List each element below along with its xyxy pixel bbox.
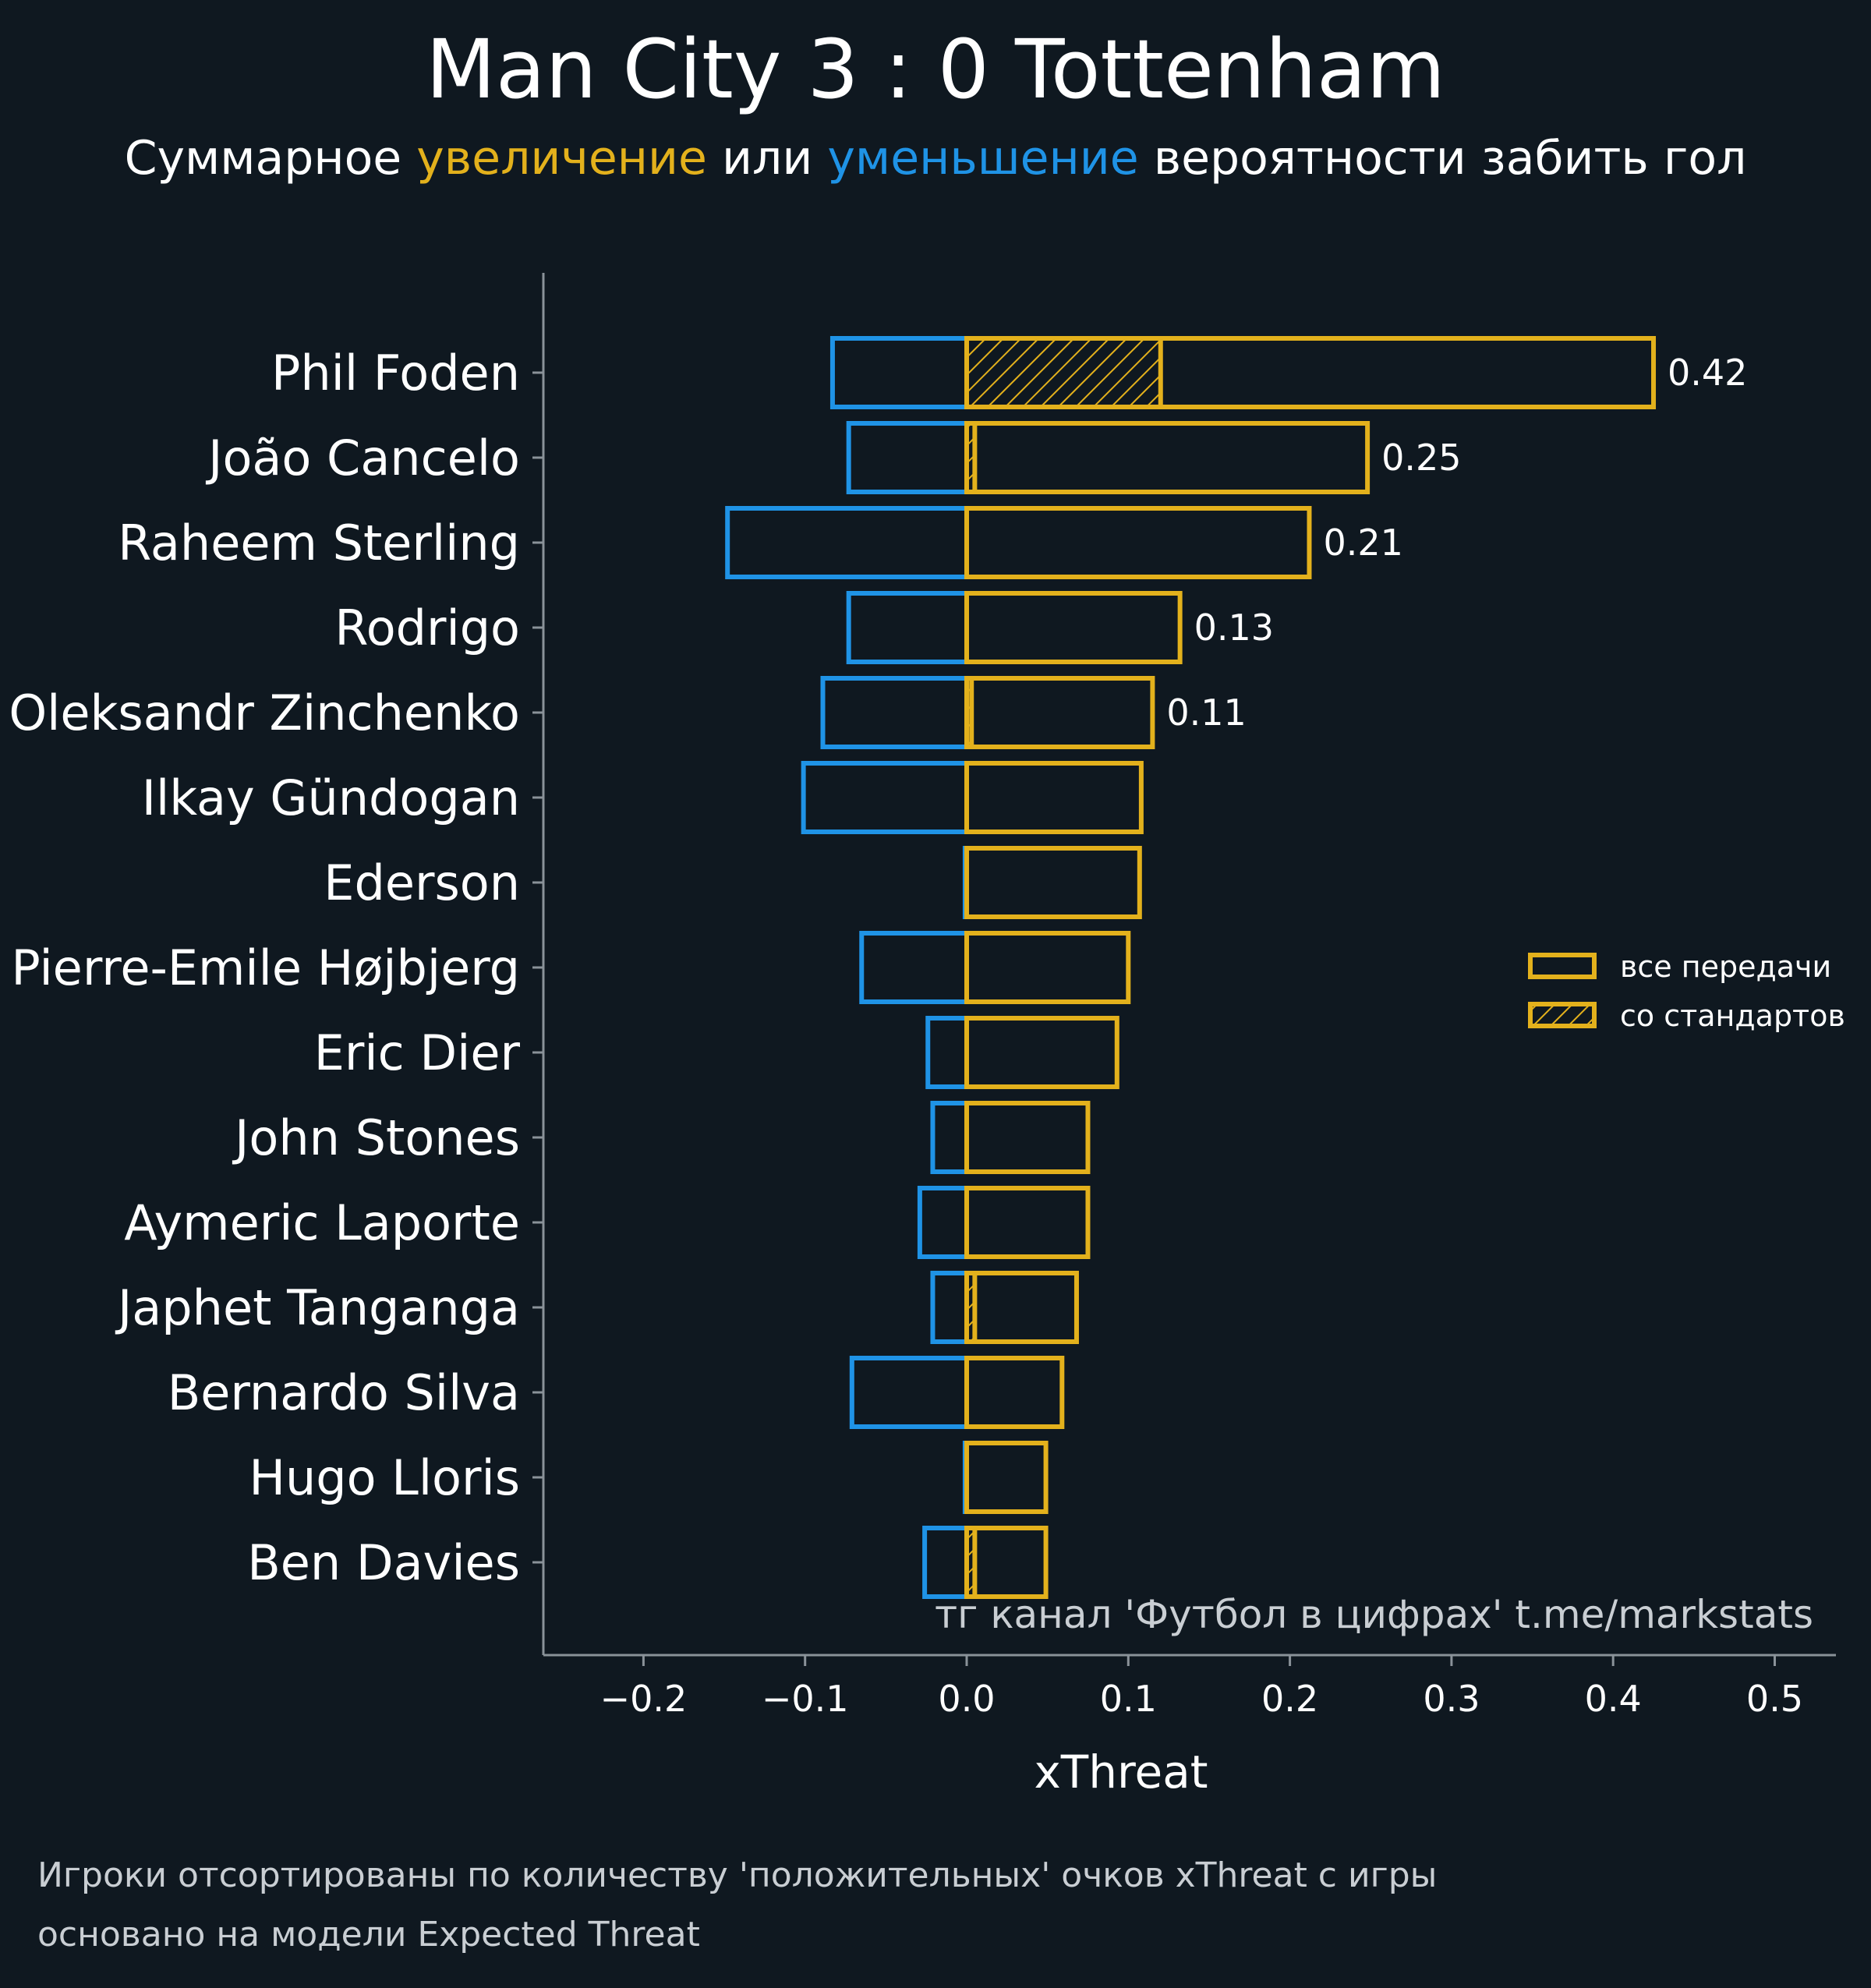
bars-layer <box>725 336 1657 1599</box>
player-label: Eric Dier <box>314 1024 521 1081</box>
bar-decrease <box>801 761 969 834</box>
legend-swatch-all-passes <box>1528 953 1597 979</box>
bar-decrease <box>846 421 970 494</box>
bar-increase <box>964 591 1183 664</box>
player-label: João Cancelo <box>205 430 520 486</box>
x-tick-labels: −0.2 −0.1 0.0 0.1 0.2 0.3 0.4 0.5 <box>600 1678 1804 1720</box>
bar-decrease <box>925 1016 970 1089</box>
bar-increase <box>964 1271 1079 1344</box>
data-labels: 0.42 0.25 0.21 0.13 0.11 <box>1166 352 1747 734</box>
bar-decrease <box>829 336 970 409</box>
bar-decrease <box>859 931 969 1004</box>
watermark: тг канал 'Футбол в цифрах' t.me/markstat… <box>935 1592 1813 1637</box>
player-label: Oleksandr Zinchenko <box>9 684 520 741</box>
legend: все передачи со стандартов <box>1528 950 1845 1033</box>
x-tick-label: 0.5 <box>1746 1678 1803 1720</box>
bar-decrease <box>922 1526 970 1599</box>
y-tick-labels: Phil Foden João Cancelo Raheem Sterling Rod… <box>9 345 520 1591</box>
player-label: Hugo Lloris <box>249 1449 520 1506</box>
player-label: Phil Foden <box>271 345 520 401</box>
x-tick-label: 0.1 <box>1100 1678 1157 1720</box>
bar-increase <box>964 1356 1065 1429</box>
data-label: 0.25 <box>1381 437 1461 479</box>
player-label: Bernardo Silva <box>168 1364 520 1421</box>
bar-decrease <box>849 1356 970 1429</box>
legend-swatch-set-pieces <box>1528 1002 1597 1028</box>
bar-increase <box>964 1526 1049 1599</box>
player-label: Pierre-Emile Højbjerg <box>11 939 520 996</box>
player-label: Rodrigo <box>334 600 520 656</box>
player-label: John Stones <box>232 1109 520 1166</box>
bar-increase <box>964 1186 1091 1259</box>
bar-decrease <box>930 1271 970 1344</box>
bar-decrease <box>725 506 969 579</box>
bar-increase <box>964 421 1371 494</box>
player-label: Raheem Sterling <box>118 515 520 571</box>
chart-subtitle: Суммарное увеличение или уменьшение веро… <box>0 131 1871 186</box>
x-tick-label: 0.2 <box>1261 1678 1318 1720</box>
x-tick-label: 0.0 <box>938 1678 995 1720</box>
player-label: Ilkay Gündogan <box>142 769 520 826</box>
footnote-line2: основано на модели Expected Threat <box>37 1915 700 1954</box>
player-label: Ederson <box>324 854 520 911</box>
legend-label-set-pieces: со стандартов <box>1620 999 1845 1033</box>
player-label: Japhet Tanganga <box>115 1279 520 1336</box>
axes-layer <box>532 273 1836 1666</box>
player-label: Aymeric Laporte <box>124 1194 520 1251</box>
data-label: 0.11 <box>1166 692 1246 734</box>
bar-increase <box>964 931 1131 1004</box>
chart-title: Man City 3 : 0 Tottenham <box>426 22 1445 117</box>
data-label: 0.21 <box>1323 522 1402 564</box>
player-label: Ben Davies <box>247 1534 520 1591</box>
x-tick-label: 0.3 <box>1423 1678 1480 1720</box>
footnote: Игроки отсортированы по количеству 'поло… <box>37 1846 1437 1965</box>
bar-increase <box>964 1101 1091 1174</box>
footnote-line1: Игроки отсортированы по количеству 'поло… <box>37 1855 1438 1895</box>
x-tick-label: −0.2 <box>600 1678 688 1720</box>
bar-increase <box>964 1441 1049 1514</box>
bar-increase <box>964 1016 1119 1089</box>
x-tick-label: −0.1 <box>762 1678 849 1720</box>
subtitle-part2: или <box>706 131 828 186</box>
x-tick-label: 0.4 <box>1585 1678 1642 1720</box>
subtitle-part3: вероятности забить гол <box>1138 131 1747 186</box>
bar-decrease <box>917 1186 970 1259</box>
legend-label-all-passes: все передачи <box>1620 950 1831 984</box>
bar-increase <box>964 761 1144 834</box>
bar-set-pieces <box>964 336 1163 409</box>
subtitle-decrease: уменьшение <box>827 131 1139 186</box>
data-label: 0.13 <box>1194 607 1274 649</box>
data-label: 0.42 <box>1668 352 1747 394</box>
bar-increase <box>964 506 1312 579</box>
x-axis-label: xThreat <box>1034 1746 1208 1799</box>
bar-increase <box>964 676 1155 749</box>
bar-decrease <box>846 591 970 664</box>
bar-decrease <box>930 1101 970 1174</box>
subtitle-part1: Суммарное <box>124 131 417 186</box>
subtitle-increase: увеличение <box>416 131 707 186</box>
bar-increase <box>964 336 1657 409</box>
bar-decrease <box>820 676 970 749</box>
bar-increase <box>964 846 1142 919</box>
